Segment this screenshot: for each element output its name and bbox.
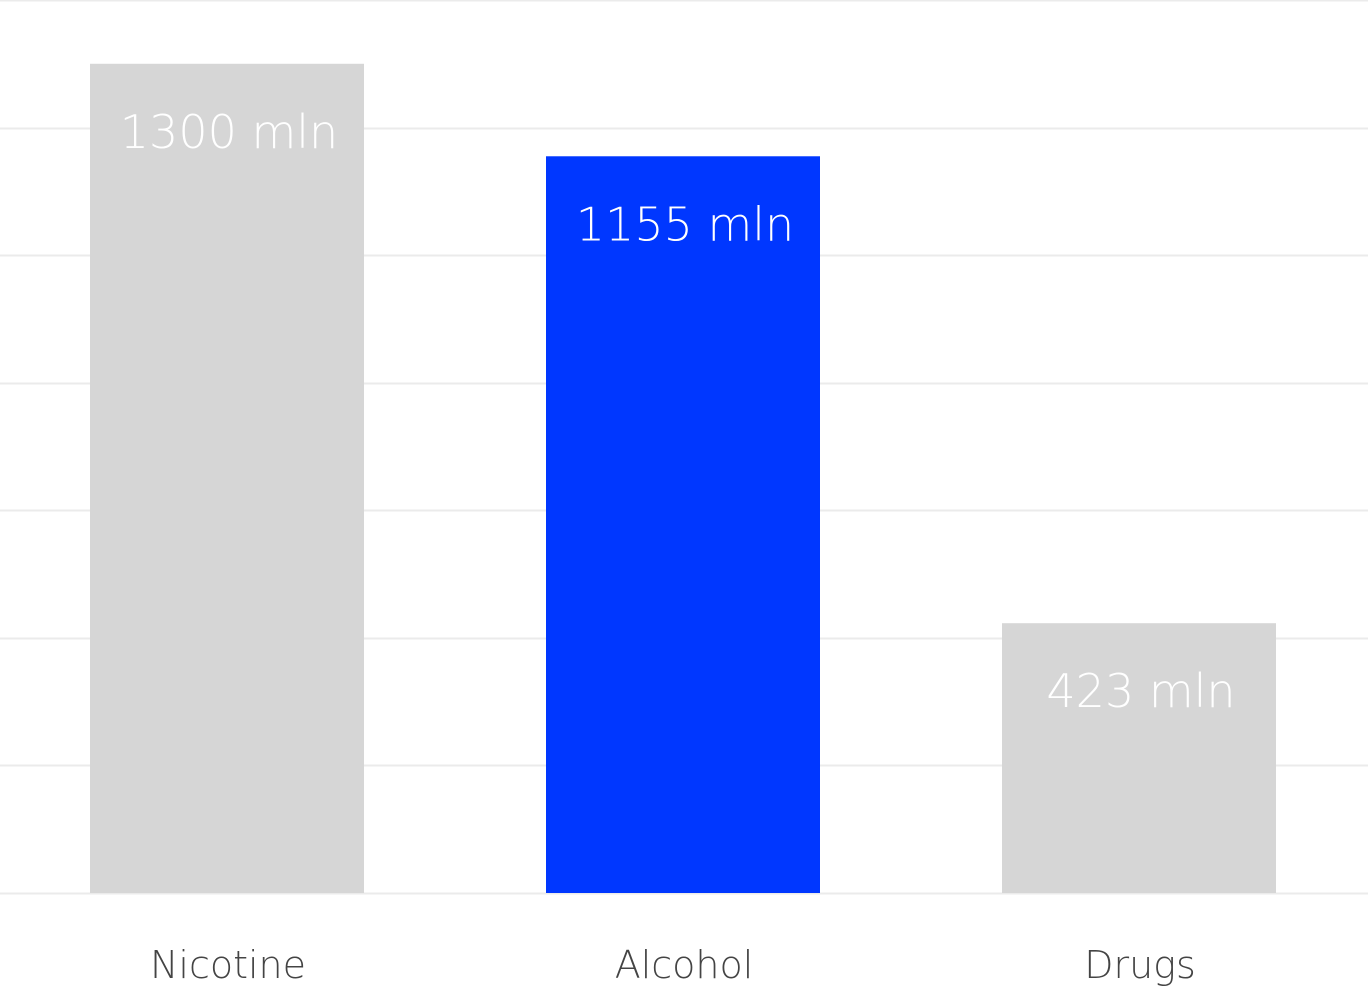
data-label-nicotine: 1300 mln <box>120 105 338 159</box>
data-label-drugs: 423 mln <box>1046 664 1235 718</box>
data-label-alcohol: 1155 mln <box>576 197 794 251</box>
bar-nicotine <box>90 63 364 894</box>
bars <box>90 63 1276 894</box>
bar-alcohol <box>546 156 820 893</box>
category-label-drugs: Drugs <box>1084 943 1196 987</box>
bar-drugs <box>1002 623 1276 893</box>
category-label-nicotine: Nicotine <box>150 943 306 987</box>
data-labels: 1300 mln 1155 mln 423 mln <box>120 105 1236 718</box>
category-label-alcohol: Alcohol <box>615 943 754 987</box>
category-labels: Nicotine Alcohol Drugs <box>150 943 1196 987</box>
